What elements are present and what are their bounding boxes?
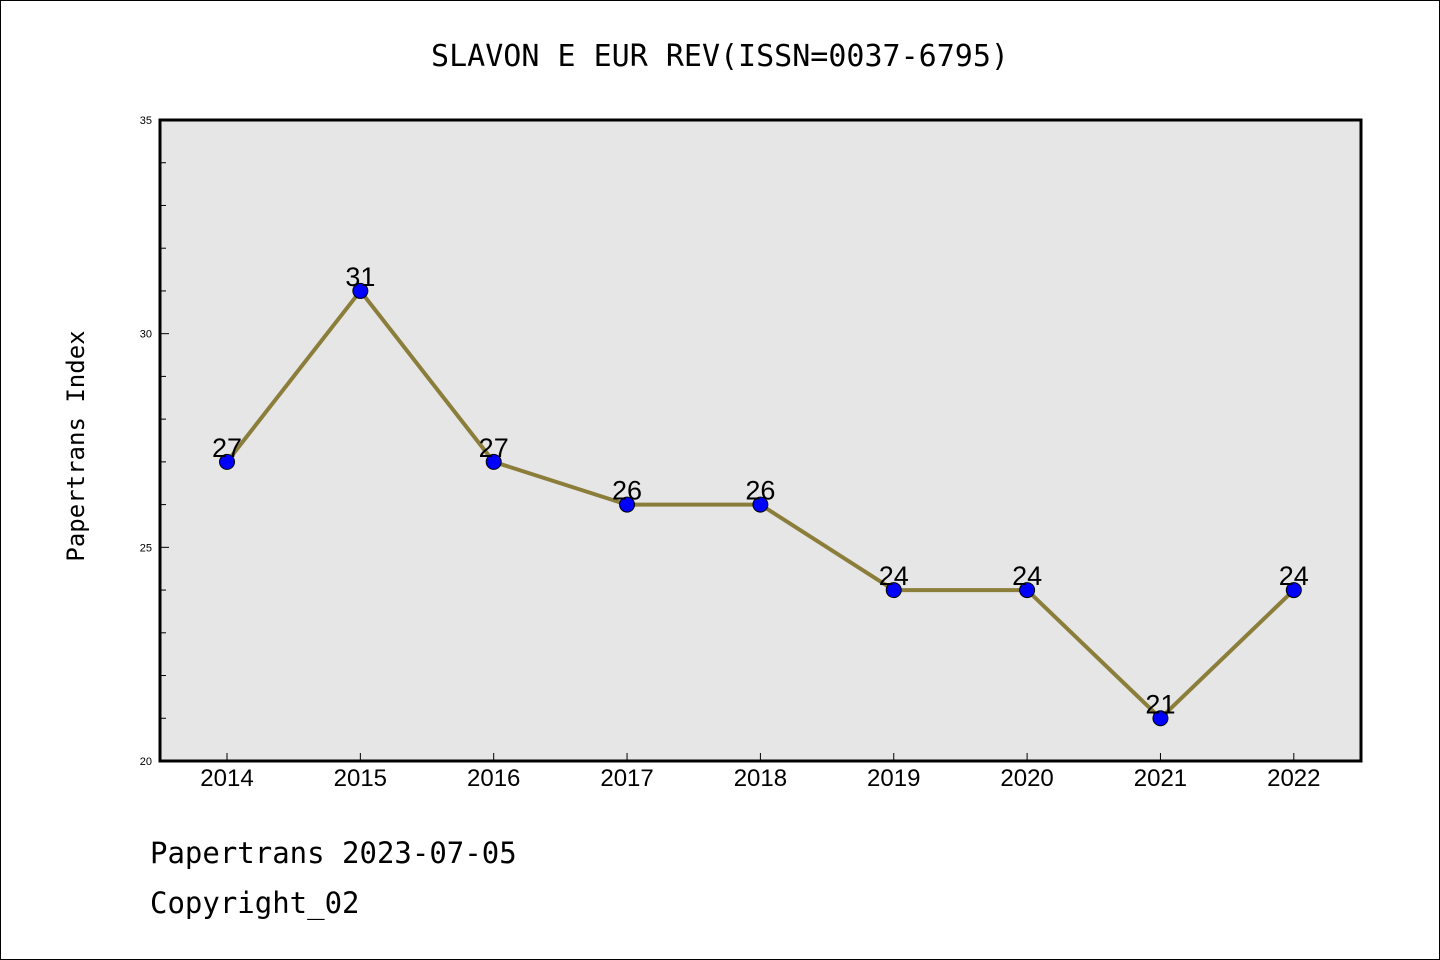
data-label: 21 bbox=[1145, 689, 1175, 719]
x-tick-label: 2016 bbox=[467, 765, 520, 792]
y-tick-label: 25 bbox=[140, 542, 152, 554]
data-point bbox=[1152, 710, 1169, 727]
x-tick-label: 2017 bbox=[600, 765, 653, 792]
chart-title: SLAVON E EUR REV(ISSN=0037-6795) bbox=[431, 39, 1009, 74]
data-point bbox=[352, 282, 369, 299]
x-tick-label: 2019 bbox=[867, 765, 920, 792]
series-segment bbox=[358, 288, 496, 464]
data-point bbox=[1285, 582, 1302, 599]
data-point bbox=[619, 496, 636, 513]
data-point bbox=[485, 453, 502, 470]
x-tick-label: 2018 bbox=[734, 765, 787, 792]
x-tick-label: 2020 bbox=[1000, 765, 1053, 792]
footer-copyright: Copyright_02 bbox=[150, 886, 360, 920]
data-point bbox=[1019, 582, 1036, 599]
data-label: 26 bbox=[612, 476, 642, 506]
data-label: 24 bbox=[1012, 561, 1042, 591]
y-tick-label: 20 bbox=[140, 756, 152, 768]
data-point bbox=[752, 496, 769, 513]
series-segment bbox=[758, 502, 896, 593]
series-lines bbox=[225, 288, 1296, 721]
data-labels: 27 31 27 26 26 24 24 21 24 bbox=[212, 262, 1309, 719]
y-tick-label: 35 bbox=[140, 115, 152, 127]
x-axis: 2014 2015 2016 2017 2018 2019 2020 2021 2022 bbox=[200, 753, 1320, 792]
series-segment bbox=[1025, 588, 1163, 721]
plot-area bbox=[158, 118, 1363, 763]
series-segment bbox=[1158, 588, 1296, 721]
data-markers bbox=[219, 282, 1302, 727]
data-label: 27 bbox=[479, 433, 509, 463]
data-label: 31 bbox=[345, 262, 375, 292]
series-segment bbox=[225, 288, 363, 464]
data-label: 27 bbox=[212, 433, 242, 463]
series-segment bbox=[491, 459, 630, 507]
data-point bbox=[219, 453, 235, 470]
data-label: 24 bbox=[1279, 561, 1309, 591]
y-axis-label: Papertrans Index bbox=[62, 330, 90, 561]
y-axis: 20 25 30 35 bbox=[140, 115, 169, 768]
y-tick-label: 30 bbox=[140, 329, 152, 341]
data-label: 26 bbox=[745, 476, 775, 506]
x-tick-label: 2021 bbox=[1134, 765, 1187, 792]
x-tick-label: 2015 bbox=[334, 765, 387, 792]
data-point bbox=[885, 582, 902, 599]
data-label: 24 bbox=[879, 561, 909, 591]
x-tick-label: 2014 bbox=[200, 765, 253, 792]
footer-date-line: Papertrans 2023-07-05 bbox=[150, 836, 517, 870]
x-tick-label: 2022 bbox=[1267, 765, 1320, 792]
